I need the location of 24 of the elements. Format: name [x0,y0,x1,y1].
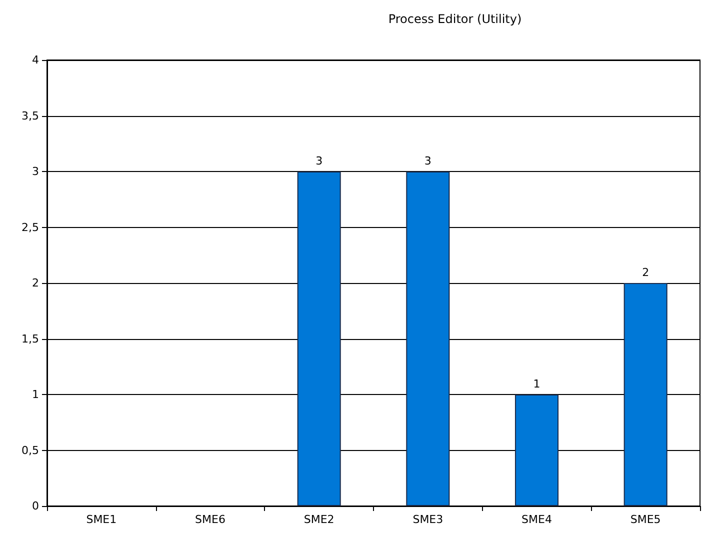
y-tick-label: 2,5 [22,220,39,234]
y-tick-label: 4 [32,54,39,66]
x-tick-label: SME6 [195,513,226,526]
data-label: 3 [316,154,323,168]
x-tick-label: SME2 [304,513,334,526]
y-tick-label: 0,5 [22,444,39,457]
y-tick-label: 0 [32,500,39,512]
y-tick-label: 1,5 [22,332,39,346]
y-tick-label: 1 [32,388,39,401]
data-label: 1 [533,378,540,390]
x-tick-label: SME1 [86,513,117,526]
chart-title: Process Editor (Utility) [388,12,522,26]
x-tick-label: SME4 [522,513,552,526]
y-tick-label: 3,5 [22,109,39,122]
data-label: 2 [642,266,650,279]
data-label: 3 [424,154,432,168]
x-tick-label: SME5 [630,513,661,526]
bar [514,394,559,506]
bar [406,172,450,506]
bar [624,283,668,506]
bar [297,172,341,506]
y-tick-label: 2 [32,276,39,290]
y-tick-label: 3 [32,165,39,178]
x-tick-label: SME3 [412,513,444,526]
